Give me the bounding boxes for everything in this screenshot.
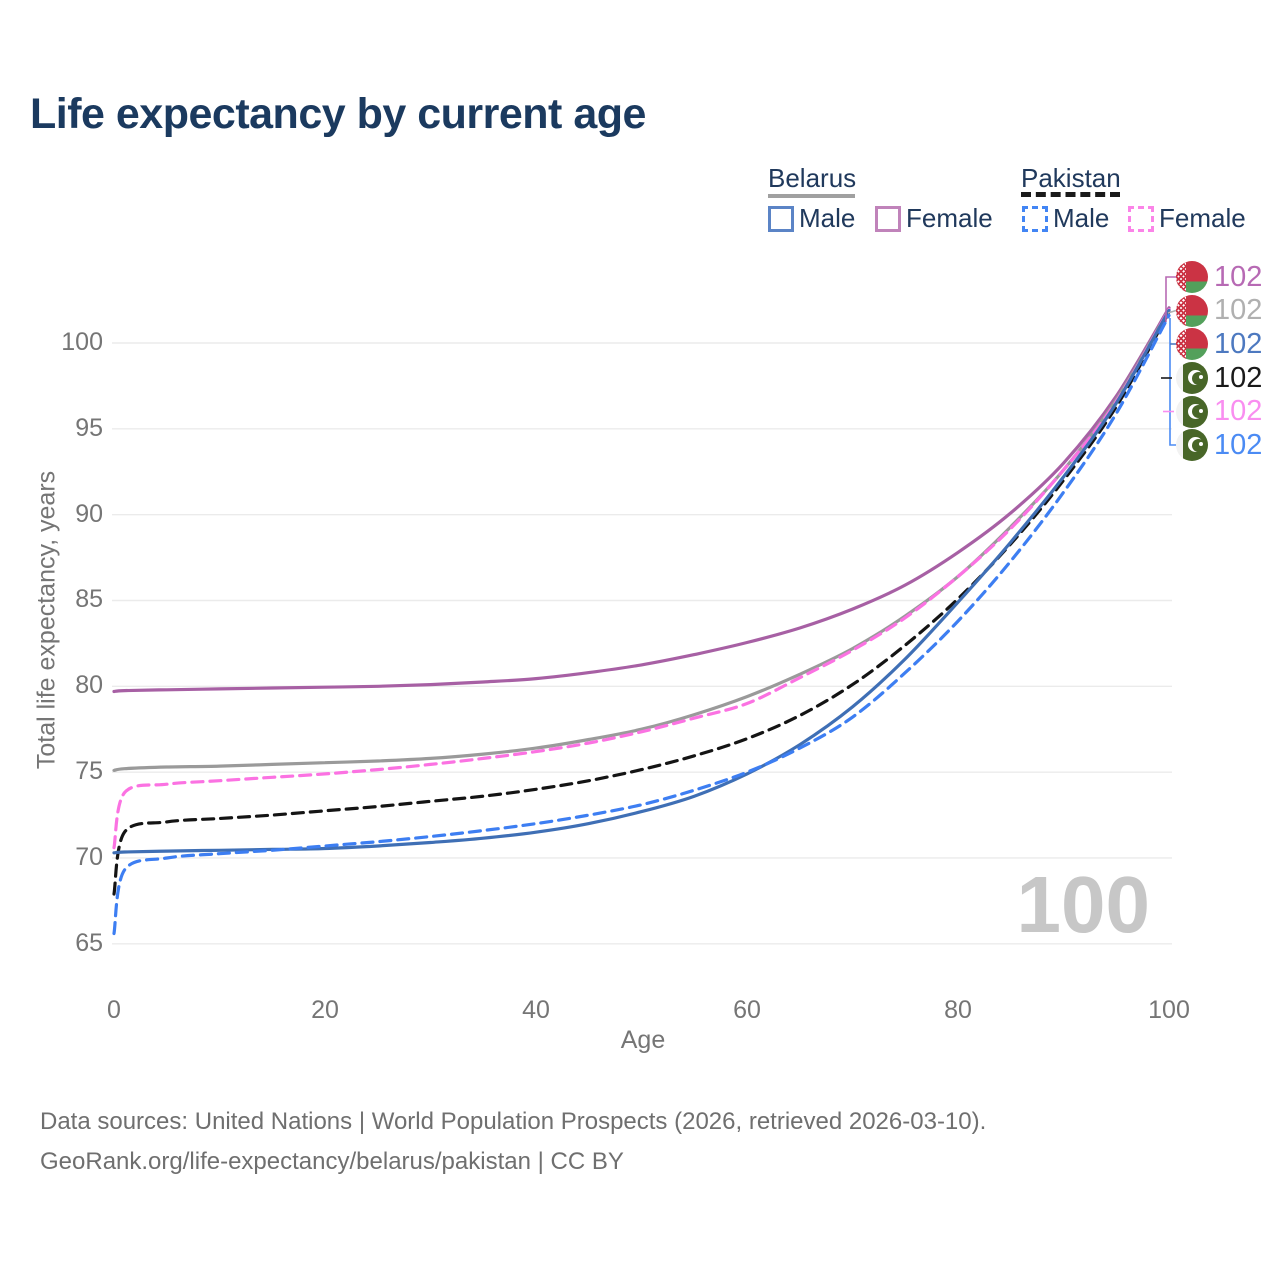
leader-line-1 <box>1167 309 1177 314</box>
leader-line-0 <box>1165 276 1176 322</box>
data-sources-text: Data sources: United Nations | World Pop… <box>40 1108 987 1135</box>
endpoint-value: 102 <box>1214 361 1263 394</box>
belarus-flag-icon <box>1176 261 1208 293</box>
x-axis-title: Age <box>620 1026 666 1054</box>
legend-group-pakistan[interactable]: Pakistan <box>1021 163 1121 193</box>
x-tick-label-60: 60 <box>733 996 761 1024</box>
y-tick-label-90: 90 <box>75 499 103 528</box>
series-line-pakistan-male[interactable] <box>112 313 1171 936</box>
legend-group-belarus[interactable]: Belarus <box>768 163 857 193</box>
x-tick-label-40: 40 <box>522 996 550 1024</box>
legend-label: Female <box>1159 203 1246 233</box>
legend-item-belarus-male[interactable]: Male <box>768 203 855 234</box>
current-age-watermark: 100 <box>1016 860 1150 949</box>
x-tick-label-0: 0 <box>107 996 121 1024</box>
pakistan-male-swatch-icon <box>1022 205 1048 232</box>
endpoint-label-belarus-female[interactable]: 102 <box>1176 261 1262 293</box>
endpoint-label-pakistan-both-sexes[interactable]: 102 <box>1176 362 1262 394</box>
pakistan-flag-icon <box>1176 395 1208 428</box>
endpoint-value: 102 <box>1214 294 1263 326</box>
y-tick-label-100: 100 <box>61 328 103 356</box>
endpoint-value: 102 <box>1214 428 1263 461</box>
pakistan-flag-icon <box>1176 429 1208 461</box>
legend-label: Male <box>799 203 856 233</box>
endpoint-value: 102 <box>1214 395 1263 427</box>
endpoint-value: 102 <box>1214 260 1263 293</box>
y-tick-label-80: 80 <box>75 671 103 700</box>
attribution-link-text[interactable]: GeoRank.org/life-expectancy/belarus/paki… <box>40 1148 624 1175</box>
series-line-belarus-female[interactable] <box>112 306 1171 694</box>
endpoint-label-belarus-both-sexes[interactable]: 102 <box>1176 294 1263 327</box>
legend-item-pakistan-male[interactable]: Male <box>1022 203 1109 234</box>
page-title: Life expectancy by current age <box>30 90 646 138</box>
endpoint-label-pakistan-female[interactable]: 102 <box>1176 395 1263 428</box>
series-line-belarus-male[interactable] <box>112 308 1171 855</box>
legend-item-pakistan-female[interactable]: Female <box>1128 203 1246 234</box>
belarus-female-swatch-icon <box>875 205 901 232</box>
belarus-flag-icon <box>1176 328 1208 360</box>
x-tick-label-20: 20 <box>311 996 339 1024</box>
y-tick-label-65: 65 <box>75 928 103 957</box>
pakistan-flag-icon <box>1176 362 1208 394</box>
y-tick-label-95: 95 <box>75 413 103 442</box>
pakistan-dashed-line-sample <box>1021 192 1120 197</box>
endpoint-label-pakistan-male[interactable]: 102 <box>1176 429 1262 461</box>
series-line-pakistan-both-sexes[interactable] <box>112 310 1171 896</box>
belarus-flag-icon <box>1176 294 1208 327</box>
x-tick-label-80: 80 <box>944 996 972 1024</box>
legend-item-belarus-female[interactable]: Female <box>875 203 993 234</box>
y-tick-label-70: 70 <box>75 842 103 871</box>
belarus-solid-line-sample <box>768 194 855 198</box>
y-tick-label-75: 75 <box>75 757 103 786</box>
x-tick-label-100: 100 <box>1148 996 1190 1024</box>
pakistan-female-swatch-icon <box>1128 205 1154 232</box>
endpoint-label-belarus-male[interactable]: 102 <box>1176 328 1262 360</box>
legend-label: Male <box>1053 203 1110 233</box>
series-line-pakistan-female[interactable] <box>112 307 1171 850</box>
leader-line-2 <box>1169 318 1176 446</box>
legend-label: Female <box>906 203 993 233</box>
endpoint-value: 102 <box>1214 327 1263 360</box>
y-tick-label-85: 85 <box>75 585 103 614</box>
belarus-male-swatch-icon <box>768 205 794 232</box>
